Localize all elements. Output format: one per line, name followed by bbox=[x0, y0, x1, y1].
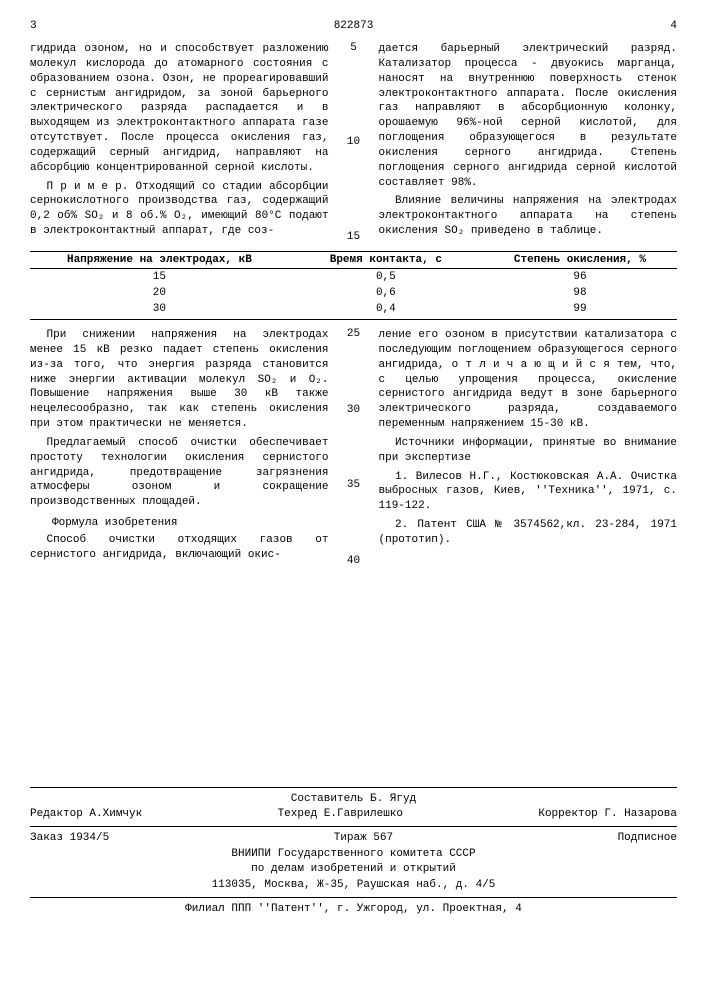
formula-text: Способ очистки отходящих газов от сернис… bbox=[30, 533, 329, 563]
col-right-upper: дается барьерный электрический раз­ряд. … bbox=[379, 42, 678, 243]
table-row: 30 0,4 99 bbox=[30, 301, 677, 320]
footer: Составитель Б. Ягуд Редактор А.Химчук Те… bbox=[30, 787, 677, 918]
line-numbers-upper: 5 10 15 bbox=[345, 42, 363, 243]
col-header: Степень окисления, % bbox=[483, 251, 677, 268]
cell: 98 bbox=[483, 285, 677, 301]
oxidation-table: Напряжение на электродах, кВ Время конта… bbox=[30, 251, 677, 320]
line-num: 25 bbox=[345, 328, 363, 340]
compiler: Составитель Б. Ягуд bbox=[30, 792, 677, 807]
doc-number: 822873 bbox=[50, 20, 657, 32]
body-text: Предлагаемый способ очистки обес­печивае… bbox=[30, 436, 329, 510]
line-num: 5 bbox=[345, 42, 363, 54]
body-text: дается барьерный электрический раз­ряд. … bbox=[379, 42, 678, 190]
source-item: 2. Патент США № 3574562,кл. 23-284, 1971… bbox=[379, 518, 678, 548]
org-line2: по делам изобретений и открытий bbox=[30, 862, 677, 877]
techred: Техред Е.Гаврилешко bbox=[278, 807, 403, 822]
filial: Филиал ППП ''Патент'', г. Ужгород, ул. П… bbox=[30, 902, 677, 917]
line-num: 10 bbox=[345, 136, 363, 148]
line-num: 15 bbox=[345, 231, 363, 243]
sources-title: Источники информации, принятые во вниман… bbox=[379, 436, 678, 466]
page-num-right: 4 bbox=[657, 20, 677, 32]
formula-title: Формула изобретения bbox=[30, 516, 329, 531]
table-row: 15 0,5 96 bbox=[30, 268, 677, 285]
cell: 99 bbox=[483, 301, 677, 320]
cell: 30 bbox=[30, 301, 289, 320]
line-num: 35 bbox=[345, 479, 363, 491]
editor: Редактор А.Химчук bbox=[30, 807, 142, 822]
body-text: При снижении напряжения на элек­тродах м… bbox=[30, 328, 329, 432]
cell: 96 bbox=[483, 268, 677, 285]
lower-columns: При снижении напряжения на элек­тродах м… bbox=[30, 328, 677, 567]
order: Заказ 1934/5 bbox=[30, 831, 109, 846]
line-numbers-lower: 25 30 35 40 bbox=[345, 328, 363, 567]
body-text: гидрида озоном, но и способствует раз­ло… bbox=[30, 42, 329, 176]
cell: 0,5 bbox=[289, 268, 483, 285]
upper-columns: гидрида озоном, но и способствует раз­ло… bbox=[30, 42, 677, 243]
col-left-lower: При снижении напряжения на элек­тродах м… bbox=[30, 328, 329, 567]
table-row: 20 0,6 98 bbox=[30, 285, 677, 301]
body-text: ление его озоном в присутствии катали­за… bbox=[379, 328, 678, 432]
col-left-upper: гидрида озоном, но и способствует раз­ло… bbox=[30, 42, 329, 243]
cell: 20 bbox=[30, 285, 289, 301]
org-line1: ВНИИПИ Государственного комитета СССР bbox=[30, 847, 677, 862]
col-header: Время контакта, с bbox=[289, 251, 483, 268]
cell: 15 bbox=[30, 268, 289, 285]
line-num: 30 bbox=[345, 404, 363, 416]
col-header: Напряжение на электродах, кВ bbox=[30, 251, 289, 268]
cell: 0,6 bbox=[289, 285, 483, 301]
address: 113035, Москва, Ж-35, Раушская наб., д. … bbox=[30, 878, 677, 893]
page-header: 3 822873 4 bbox=[30, 20, 677, 32]
page-num-left: 3 bbox=[30, 20, 50, 32]
corrector: Корректор Г. Назарова bbox=[538, 807, 677, 822]
col-right-lower: ление его озоном в присутствии катали­за… bbox=[379, 328, 678, 567]
line-num: 40 bbox=[345, 555, 363, 567]
cell: 0,4 bbox=[289, 301, 483, 320]
body-text: Влияние величины напряжения на электрода… bbox=[379, 194, 678, 239]
tirazh: Тираж 567 bbox=[334, 831, 393, 846]
source-item: 1. Вилесов Н.Г., Костюковская А.А. Очист… bbox=[379, 470, 678, 515]
podpisnoe: Подписное bbox=[618, 831, 677, 846]
body-text: П р и м е р. Отходящий со стадии абсорбц… bbox=[30, 180, 329, 239]
